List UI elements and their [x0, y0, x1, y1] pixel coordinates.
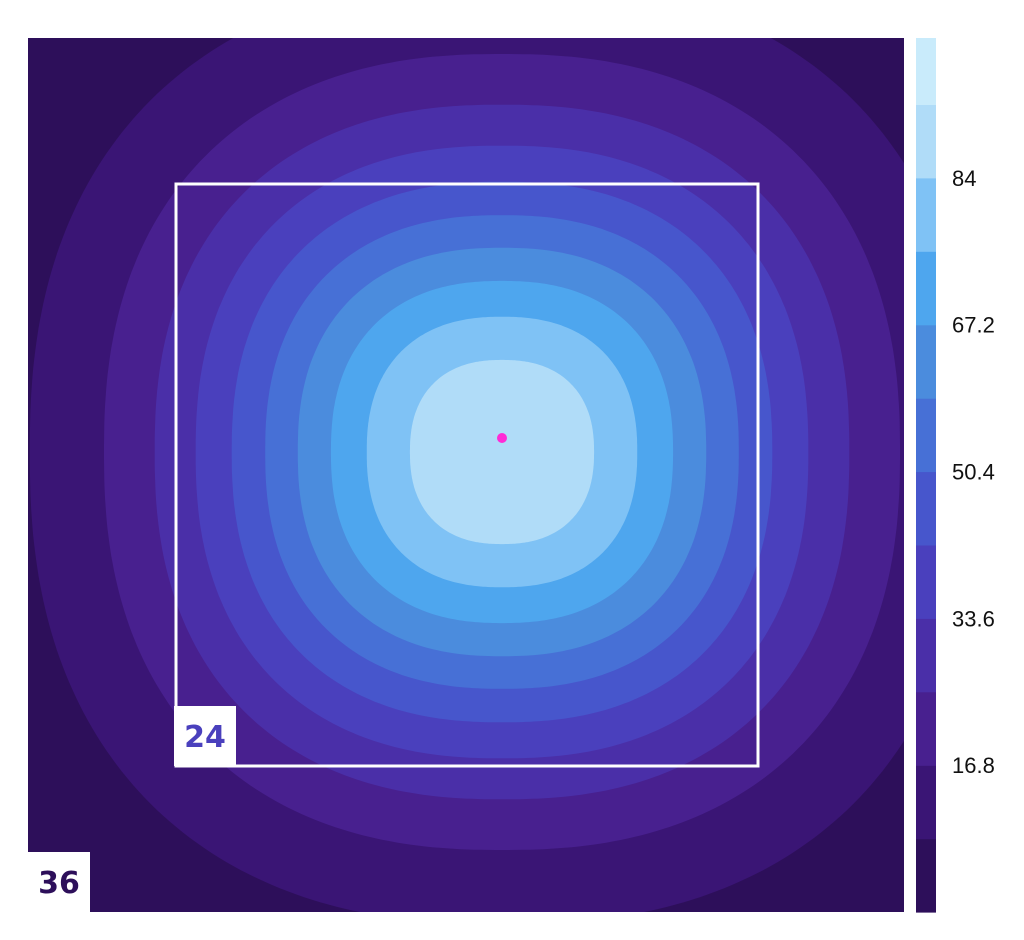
colorbar-tick-label: 67.2: [952, 313, 995, 338]
colorbar-segment: [916, 471, 936, 546]
colorbar-tick-label: 84: [952, 166, 976, 191]
colorbar: [916, 38, 936, 913]
colorbar-segment: [916, 398, 936, 473]
inner-region-box: [174, 182, 760, 768]
colorbar-tick-label: 33.6: [952, 606, 995, 631]
colorbar-segment: [916, 251, 936, 326]
peak-marker: [497, 433, 507, 443]
outer-box-label: 36: [38, 866, 80, 901]
colorbar-segment: [916, 177, 936, 252]
contour-plot-area: [28, 38, 904, 912]
colorbar-tick-labels: 16.8 33.6 50.4 67.2 84: [952, 166, 995, 778]
colorbar-segment: [916, 838, 936, 913]
colorbar-segment: [916, 38, 936, 105]
annotation-layer: 24 36: [28, 182, 760, 912]
colorbar-segment: [916, 544, 936, 619]
inner-box-label-bg: [174, 706, 236, 766]
colorbar-tick-label: 16.8: [952, 753, 995, 778]
colorbar-segment: [916, 618, 936, 693]
colorbar-segment: [916, 691, 936, 766]
outer-box-label-bg: [28, 852, 90, 912]
colorbar-segment: [916, 765, 936, 840]
colorbar-tick-label: 50.4: [952, 460, 995, 485]
colorbar-segment: [916, 324, 936, 399]
contour-band-10: [409, 359, 595, 545]
inner-box-label: 24: [184, 720, 226, 755]
colorbar-segment: [916, 104, 936, 179]
